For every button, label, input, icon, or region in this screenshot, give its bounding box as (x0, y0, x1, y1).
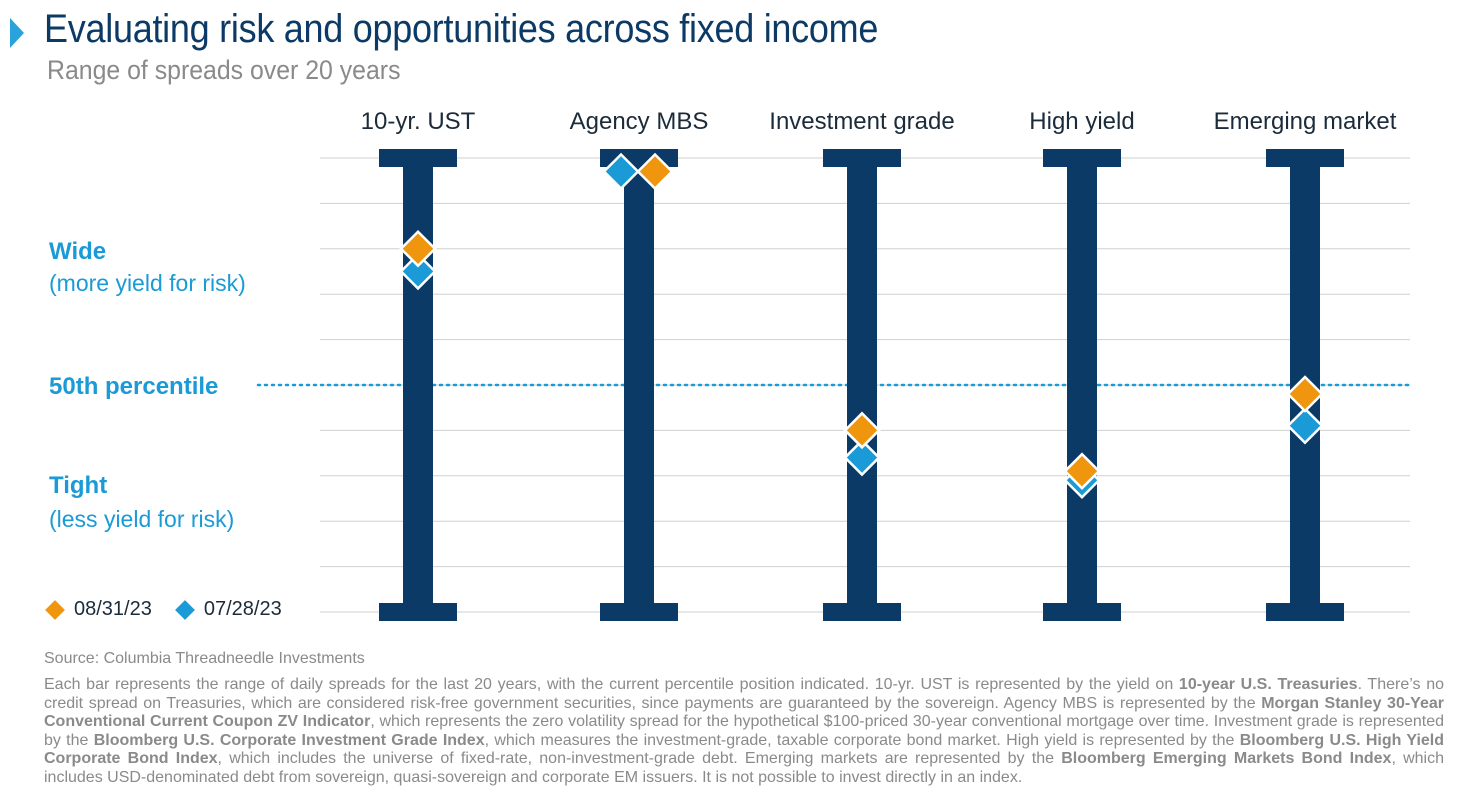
range-bar-bottom-cap (823, 603, 901, 621)
markers (399, 152, 1324, 500)
footnote-index-name: 10-year U.S. Treasuries (1178, 676, 1358, 693)
blue-diamond-icon (174, 599, 195, 620)
marker-current (1286, 375, 1324, 413)
tight-label: Tight (49, 472, 108, 499)
footnote-text: , which represents the zero volatility s… (44, 713, 1445, 749)
category-label: Emerging market (1214, 108, 1397, 135)
source-note: Source: Columbia Threadneedle Investment… (44, 650, 365, 667)
marker-current (843, 411, 881, 450)
range-bar-stem (1067, 158, 1097, 612)
range-bar-bottom-cap (600, 603, 678, 621)
legend-label: 08/31/23 (74, 598, 152, 620)
footnote-index-name: Bloomberg Emerging Markets Bond Index (1061, 750, 1392, 768)
category-label: 10-yr. UST (361, 108, 476, 135)
legend: 08/31/23 07/28/23 (45, 598, 308, 621)
category-labels: 10-yr. UST Agency MBS Investment grade High… (361, 108, 1397, 135)
range-bar-stem (403, 158, 433, 612)
category-label: High yield (1029, 108, 1134, 135)
range-bars (379, 149, 1344, 621)
footnote-text: , which includes the universe of fixed-r… (217, 750, 1062, 768)
footnote-index-name: Bloomberg U.S. Corporate Investment Grad… (93, 731, 485, 749)
wide-label: Wide (49, 238, 107, 265)
tight-sublabel: (less yield for risk) (49, 506, 235, 532)
legend-item-current: 08/31/23 (45, 598, 152, 621)
footnote: Each bar represents the range of daily s… (44, 676, 1444, 788)
marker-current (636, 152, 674, 191)
marker-prior (1286, 407, 1324, 445)
range-bar (1043, 149, 1121, 621)
footnote-index-name: Morgan Stanley 30-Year Conventional Curr… (44, 694, 1444, 731)
footnote-text: . There’s no credit spread on Treasuries… (44, 676, 1444, 712)
median-label: 50th percentile (49, 373, 219, 400)
category-label: Agency MBS (570, 108, 709, 135)
footnote-text: , which measures the investment-grade, t… (484, 731, 1240, 749)
marker-prior (399, 252, 437, 291)
range-bar-bottom-cap (1266, 603, 1344, 621)
range-bar-bottom-cap (379, 603, 457, 621)
range-bar-bottom-cap (1043, 603, 1121, 621)
marker-prior (602, 152, 640, 191)
category-label: Investment grade (769, 108, 954, 135)
footnote-text: Each bar represents the range of daily s… (44, 676, 1179, 693)
range-bar-stem (847, 158, 877, 612)
wide-sublabel: (more yield for risk) (49, 270, 246, 296)
marker-prior (843, 438, 881, 477)
marker-current (1063, 452, 1101, 490)
spread-range-chart: 10-yr. UST Agency MBS Investment grade High… (256, 108, 1414, 621)
range-bar (379, 149, 457, 621)
orange-diamond-icon (45, 599, 65, 620)
range-bar (600, 149, 678, 621)
range-bar-stem (624, 158, 654, 612)
title-arrow-icon (10, 18, 24, 48)
legend-label: 07/28/23 (203, 598, 282, 620)
range-bar (823, 149, 901, 621)
page-subtitle: Range of spreads over 20 years (47, 55, 401, 85)
page-title: Evaluating risk and opportunities across… (44, 7, 879, 51)
legend-item-prior: 07/28/23 (174, 598, 282, 621)
footnote-text: , which includes USD-denominated debt fr… (44, 750, 1444, 786)
footnote-index-name: Bloomberg U.S. High Yield Corporate Bond… (44, 731, 1445, 768)
marker-current (399, 229, 437, 268)
